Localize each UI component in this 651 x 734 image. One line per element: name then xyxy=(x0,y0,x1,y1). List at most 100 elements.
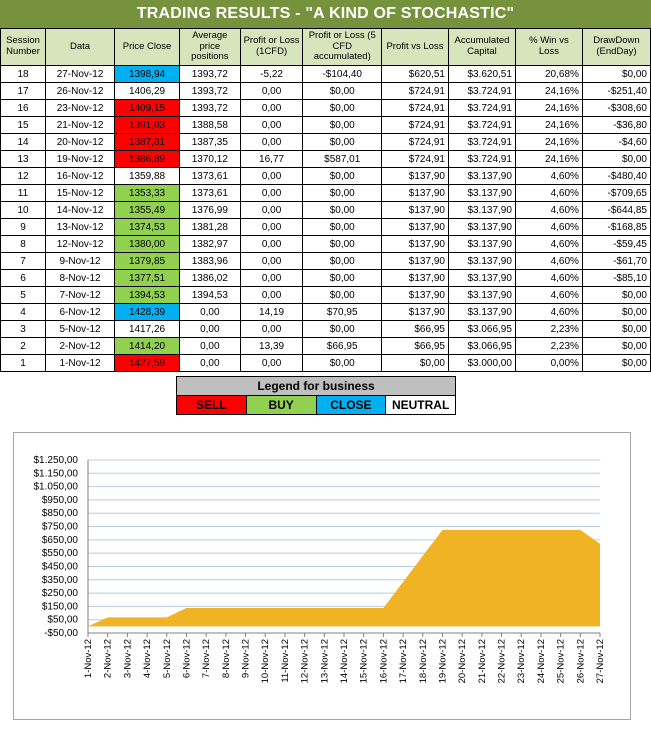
cell-date: 9-Nov-12 xyxy=(44,252,116,270)
x-tick-label: 8-Nov-12 xyxy=(221,639,232,678)
x-tick-label: 11-Nov-12 xyxy=(280,639,291,683)
cell-profit-vs-loss: $66,95 xyxy=(380,337,449,355)
cell-profit-vs-loss: $137,90 xyxy=(380,218,449,236)
table-row: 4 6-Nov-12 1428,39 0,00 14,19 $70,95 $137,90 $3… xyxy=(0,303,651,321)
cell-date: 23-Nov-12 xyxy=(44,99,116,117)
cell-average-price: 0,00 xyxy=(178,354,241,372)
table-row: 5 7-Nov-12 1394,53 1394,53 0,00 $0,00 $137,90 $… xyxy=(0,286,651,304)
x-tick-label: 4-Nov-12 xyxy=(142,639,153,678)
cell-drawdown: -$59,45 xyxy=(581,235,651,253)
header-profit-vs-loss: Profit vs Loss xyxy=(380,28,449,66)
cell-win-vs-loss: 4,60% xyxy=(514,184,583,202)
cell-session: 1 xyxy=(0,354,46,372)
cell-average-price: 1376,99 xyxy=(178,201,241,219)
cell-drawdown: $0,00 xyxy=(581,320,651,338)
y-tick-label: $1.150,00 xyxy=(34,468,79,479)
cell-average-price: 1387,35 xyxy=(178,133,241,151)
cell-drawdown: $0,00 xyxy=(581,303,651,321)
y-tick-label: $1.050,00 xyxy=(34,482,79,493)
cell-accumulated-capital: $3.137,90 xyxy=(447,269,516,287)
header-accumulated-capital: Accumulated Capital xyxy=(447,28,516,66)
cell-profit-vs-loss: $137,90 xyxy=(380,252,449,270)
cell-drawdown: -$4,60 xyxy=(581,133,651,151)
cell-profit-1cfd: 0,00 xyxy=(239,201,304,219)
cell-win-vs-loss: 4,60% xyxy=(514,252,583,270)
cell-win-vs-loss: 20,68% xyxy=(514,65,583,83)
table-row: 16 23-Nov-12 1409,15 1393,72 0,00 $0,00 $724,9… xyxy=(0,99,651,117)
header-average-price: Average price positions xyxy=(178,28,241,66)
table-row: 1 1-Nov-12 1427,59 0,00 0,00 $0,00 $0,00 $3.000… xyxy=(0,354,651,372)
cell-session: 8 xyxy=(0,235,46,253)
cell-average-price: 1381,28 xyxy=(178,218,241,236)
cell-accumulated-capital: $3.137,90 xyxy=(447,167,516,185)
cell-profit-vs-loss: $137,90 xyxy=(380,235,449,253)
cell-session: 5 xyxy=(0,286,46,304)
y-tick-label: $150,00 xyxy=(42,601,79,612)
table-header-row: Session Number Data Price Close Average … xyxy=(0,28,651,66)
cell-session: 7 xyxy=(0,252,46,270)
cell-session: 16 xyxy=(0,99,46,117)
cell-date: 7-Nov-12 xyxy=(44,286,116,304)
area-series xyxy=(88,529,600,627)
cell-price-close: 1380,00 xyxy=(114,235,180,253)
cell-win-vs-loss: 4,60% xyxy=(514,269,583,287)
cell-price-close: 1377,51 xyxy=(114,269,180,287)
area-chart: -$50,00 $50,00 $150,00 $250,00 $350,00 $450,0… xyxy=(34,455,607,683)
cell-average-price: 1370,12 xyxy=(178,150,241,168)
cell-accumulated-capital: $3.137,90 xyxy=(447,184,516,202)
cell-profit-1cfd: 0,00 xyxy=(239,269,304,287)
cell-session: 9 xyxy=(0,218,46,236)
cell-profit-vs-loss: $724,91 xyxy=(380,116,449,134)
cell-drawdown: -$85,10 xyxy=(581,269,651,287)
cell-date: 26-Nov-12 xyxy=(44,82,116,100)
cell-profit-1cfd: 0,00 xyxy=(239,235,304,253)
x-tick-label: 15-Nov-12 xyxy=(359,639,370,683)
header-price-close: Price Close xyxy=(114,28,180,66)
cell-drawdown: -$36,80 xyxy=(581,116,651,134)
cell-accumulated-capital: $3.137,90 xyxy=(447,286,516,304)
chart-area: -$50,00 $50,00 $150,00 $250,00 $350,00 $450,0… xyxy=(13,432,631,720)
cell-profit-1cfd: -5,22 xyxy=(239,65,304,83)
table-row: 3 5-Nov-12 1417,26 0,00 0,00 $0,00 $66,95 $3.06… xyxy=(0,320,651,338)
table-row: 8 12-Nov-12 1380,00 1382,97 0,00 $0,00 $137,90… xyxy=(0,235,651,253)
cell-profit-1cfd: 0,00 xyxy=(239,184,304,202)
x-tick-label: 22-Nov-12 xyxy=(497,639,508,683)
cell-price-close: 1355,49 xyxy=(114,201,180,219)
cell-win-vs-loss: 24,16% xyxy=(514,116,583,134)
cell-win-vs-loss: 24,16% xyxy=(514,99,583,117)
cell-date: 8-Nov-12 xyxy=(44,269,116,287)
cell-price-close: 1428,39 xyxy=(114,303,180,321)
cell-profit-vs-loss: $137,90 xyxy=(380,303,449,321)
cell-accumulated-capital: $3.000,00 xyxy=(447,354,516,372)
results-table: Session Number Data Price Close Average … xyxy=(0,28,651,372)
cell-profit-1cfd: 0,00 xyxy=(239,116,304,134)
header-date: Data xyxy=(44,28,116,66)
cell-accumulated-capital: $3.137,90 xyxy=(447,252,516,270)
cell-price-close: 1417,26 xyxy=(114,320,180,338)
x-tick-label: 10-Nov-12 xyxy=(260,639,271,683)
x-tick-label: 26-Nov-12 xyxy=(575,639,586,683)
cell-profit-5cfd: $0,00 xyxy=(302,116,382,134)
cell-profit-vs-loss: $137,90 xyxy=(380,201,449,219)
cell-date: 6-Nov-12 xyxy=(44,303,116,321)
cell-profit-5cfd: $0,00 xyxy=(302,354,382,372)
y-tick-label: $750,00 xyxy=(42,522,79,533)
cell-price-close: 1406,29 xyxy=(114,82,180,100)
x-tick-label: 24-Nov-12 xyxy=(536,639,547,683)
x-tick-label: 25-Nov-12 xyxy=(556,639,567,683)
cell-average-price: 1393,72 xyxy=(178,82,241,100)
cell-profit-5cfd: $0,00 xyxy=(302,252,382,270)
cell-drawdown: -$709,65 xyxy=(581,184,651,202)
cell-profit-5cfd: $0,00 xyxy=(302,184,382,202)
x-tick-label: 20-Nov-12 xyxy=(457,639,468,683)
legend: Legend for business SELL BUY CLOSE NEUTR… xyxy=(176,376,456,415)
cell-date: 5-Nov-12 xyxy=(44,320,116,338)
cell-profit-5cfd: $0,00 xyxy=(302,269,382,287)
x-tick-label: 19-Nov-12 xyxy=(437,639,448,683)
cell-accumulated-capital: $3.066,95 xyxy=(447,320,516,338)
cell-profit-5cfd: $0,00 xyxy=(302,286,382,304)
y-tick-label: $950,00 xyxy=(42,495,79,506)
cell-drawdown: -$308,60 xyxy=(581,99,651,117)
cell-profit-1cfd: 0,00 xyxy=(239,99,304,117)
cell-session: 2 xyxy=(0,337,46,355)
